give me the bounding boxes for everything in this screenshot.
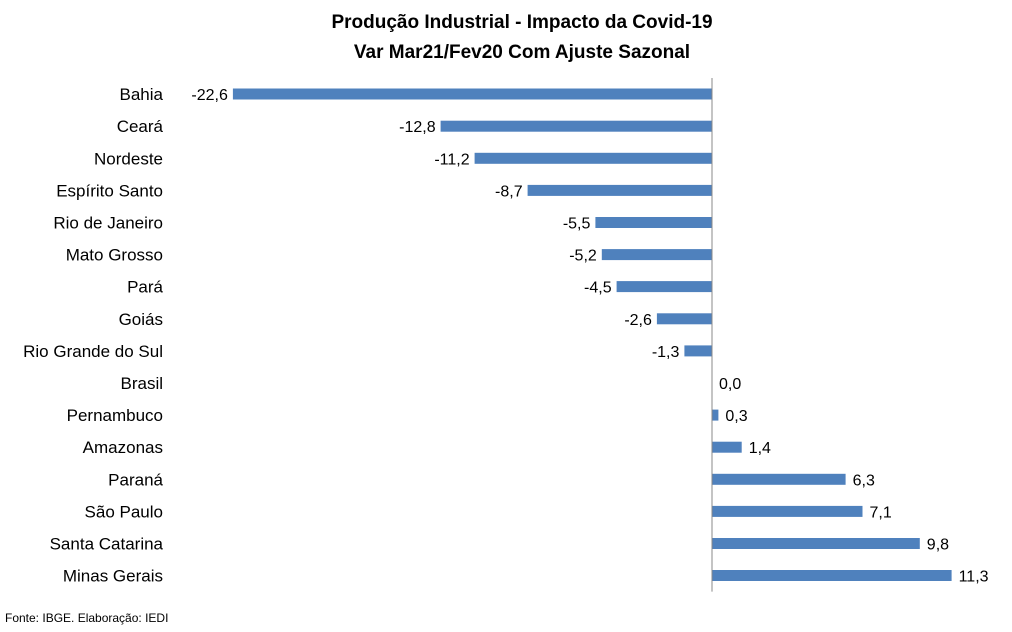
category-label: Rio de Janeiro — [53, 214, 163, 233]
data-label: 11,3 — [959, 569, 989, 586]
category-labels: Bahia Ceará Nordeste Espírito Santo Rio de J… — [23, 85, 163, 586]
category-label: Goiás — [119, 310, 163, 329]
data-label: -22,6 — [191, 87, 228, 104]
bar — [712, 441, 742, 453]
bar — [601, 249, 712, 261]
bar — [712, 538, 920, 549]
category-label: Santa Catarina — [50, 535, 164, 554]
category-label: Mato Grosso — [66, 246, 163, 265]
data-label: -1,3 — [652, 344, 680, 361]
chart-subtitle: Var Mar21/Fev20 Com Ajuste Sazonal — [354, 42, 690, 63]
source-note: Fonte: IBGE. Elaboração: IEDI — [5, 611, 169, 625]
bar — [656, 313, 712, 325]
bars-group — [232, 88, 952, 581]
data-label: 7,1 — [870, 504, 892, 521]
category-label: Espírito Santo — [56, 181, 163, 200]
data-label: -12,8 — [399, 119, 436, 136]
bar — [595, 217, 712, 228]
data-label: -5,5 — [563, 216, 591, 233]
data-label: -11,2 — [434, 151, 469, 168]
bar — [616, 281, 712, 293]
bar — [684, 345, 712, 357]
category-label: Pernambuco — [67, 406, 163, 425]
data-label: 0,3 — [725, 408, 747, 425]
category-label: Rio Grande do Sul — [23, 342, 163, 361]
data-label: 0,0 — [719, 376, 741, 393]
category-label: Nordeste — [94, 149, 163, 168]
bar — [232, 88, 712, 100]
data-label: 9,8 — [927, 537, 949, 554]
category-label: Ceará — [117, 117, 164, 136]
category-label: Brasil — [120, 374, 163, 393]
data-label: 6,3 — [853, 472, 875, 489]
data-label: 1,4 — [749, 440, 771, 457]
bar — [474, 152, 712, 164]
bar — [712, 505, 863, 517]
bar — [712, 473, 846, 485]
data-label: -8,7 — [495, 183, 523, 200]
category-label: Amazonas — [83, 438, 163, 457]
data-label: -4,5 — [584, 280, 612, 297]
bar — [527, 184, 712, 196]
bar — [440, 120, 712, 132]
category-label: Pará — [127, 278, 163, 297]
data-label: -5,2 — [569, 248, 597, 265]
chart-title: Produção Industrial - Impacto da Covid-1… — [331, 12, 712, 33]
category-label: Minas Gerais — [63, 567, 163, 586]
category-label: Bahia — [120, 85, 164, 104]
data-labels: -22,6 -12,8 -11,2 -8,7 -5,5 -5,2 -4,5 -2,6-1,3 0… — [191, 87, 988, 586]
bar — [712, 409, 719, 421]
bar — [712, 570, 952, 581]
category-label: Paraná — [108, 470, 163, 489]
category-label: São Paulo — [85, 502, 163, 521]
data-label: -2,6 — [624, 312, 652, 329]
